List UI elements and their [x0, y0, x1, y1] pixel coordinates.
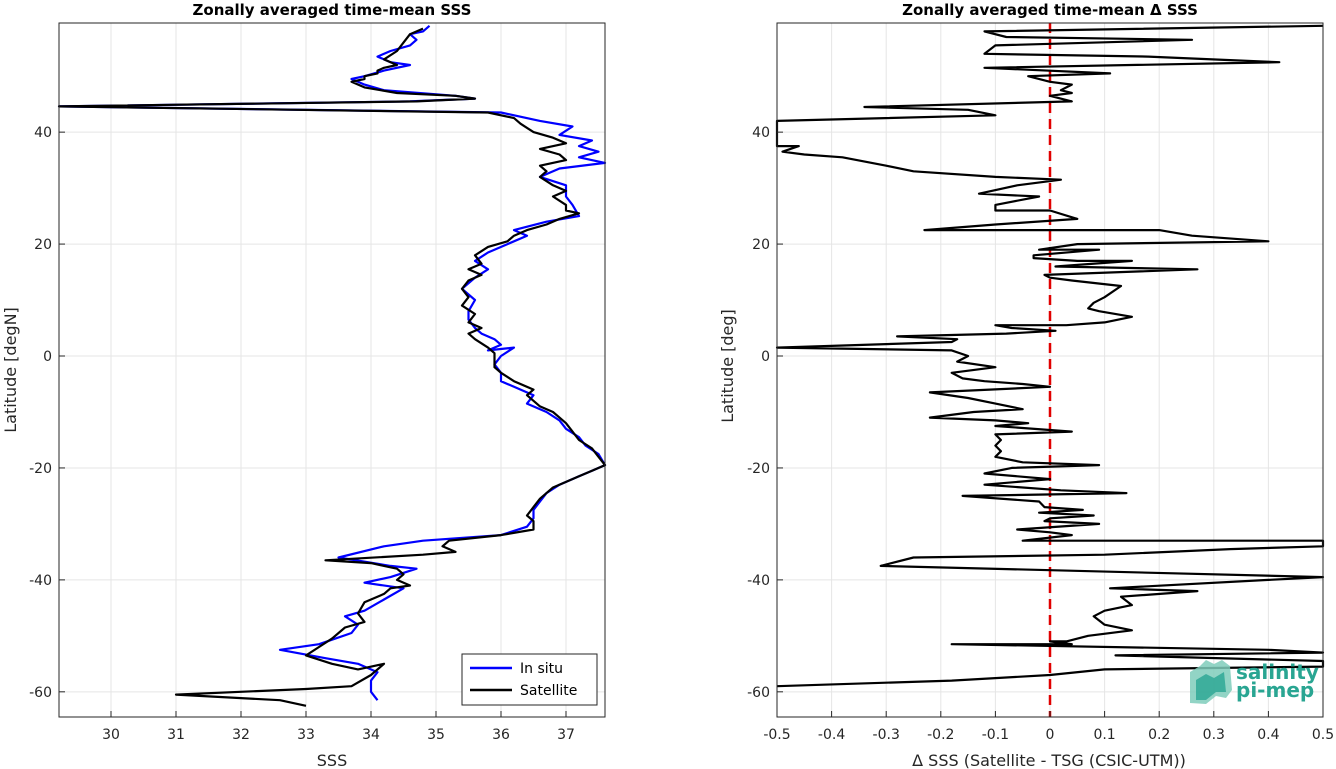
sss-series-line-satellite: [57, 27, 607, 707]
delta-sss-x-tick-label: -0.5: [763, 727, 790, 743]
sss-x-tick-label: 35: [427, 727, 445, 743]
delta-sss-y-tick-label: -60: [747, 685, 770, 701]
delta-sss-grid: [776, 23, 1324, 717]
logo-line2: pi-mep: [1236, 678, 1314, 702]
delta-sss-x-tick-label: 0.1: [1093, 727, 1115, 743]
delta-sss-x-ticks: -0.5 -0.4 -0.3 -0.2 -0.1 0 0.1 0.2 0.3 0.4 0.5: [763, 711, 1334, 743]
sss-x-tick-label: 33: [297, 727, 315, 743]
delta-sss-x-tick-label: 0.3: [1203, 727, 1225, 743]
sss-x-tick-label: 30: [102, 727, 120, 743]
sss-y-tick-label: 20: [34, 237, 52, 253]
delta-sss-x-tick-label: -0.4: [818, 727, 845, 743]
logo-wave-mark-inner: [1196, 672, 1226, 700]
legend-satellite-label: Satellite: [520, 683, 577, 699]
delta-sss-x-tick-label: -0.3: [873, 727, 900, 743]
delta-sss-y-tick-label: 0: [761, 349, 770, 365]
delta-sss-x-tick-label: 0.4: [1257, 727, 1279, 743]
sss-y-axis-label: Latitude [degN]: [1, 307, 20, 433]
sss-y-tick-label: 40: [34, 125, 52, 141]
sss-x-ticks: 30 31 32 33 34 35 36 37: [102, 711, 575, 743]
sss-y-tick-label: -40: [29, 573, 52, 589]
delta-sss-x-tick-label: 0: [1046, 727, 1055, 743]
delta-sss-y-tick-label: 20: [752, 237, 770, 253]
delta-sss-y-tick-label: 40: [752, 125, 770, 141]
logo-line1: salinity: [1236, 660, 1319, 684]
sss-grid: [59, 23, 605, 717]
delta-sss-x-tick-label: -0.2: [927, 727, 954, 743]
sss-x-axis-label: SSS: [317, 751, 347, 769]
sss-chart-title: Zonally averaged time-mean SSS: [193, 1, 472, 19]
sss-legend-box: [461, 653, 598, 706]
sss-legend: In situ Satellite: [461, 653, 598, 706]
delta-sss-y-tick-label: -20: [747, 461, 770, 477]
delta-sss-x-tick-label: -0.1: [982, 727, 1009, 743]
delta-sss-chart-title: Zonally averaged time-mean Δ SSS: [902, 1, 1198, 19]
sss-x-tick-label: 34: [362, 727, 380, 743]
sss-plot-area: [59, 23, 605, 717]
delta-sss-x-axis-label: Δ SSS (Satellite - TSG (CSIC-UTM)): [912, 751, 1186, 769]
delta-sss-chart: -0.5 -0.4 -0.3 -0.2 -0.1 0 0.1 0.2 0.3 0.4 0.5 -60…: [718, 1, 1334, 769]
sss-plot-frame: [58, 22, 606, 718]
sss-x-tick-label: 31: [167, 727, 185, 743]
sss-x-tick-label: 32: [232, 727, 250, 743]
legend-in-situ-label: In situ: [520, 661, 563, 677]
delta-sss-series-line-delta: [775, 24, 1325, 688]
sss-y-ticks: -60 -40 -20 0 20 40: [29, 125, 65, 701]
delta-sss-x-tick-label: 0.2: [1148, 727, 1170, 743]
salinity-pimep-logo: salinity pi-mep: [1190, 660, 1319, 704]
sss-y-tick-label: -20: [29, 461, 52, 477]
sss-chart: 30 31 32 33 34 35 36 37 -60 -40 -20 0 20 40 Zonally …: [1, 1, 607, 769]
sss-x-tick-label: 36: [492, 727, 510, 743]
sss-y-tick-label: -60: [29, 685, 52, 701]
delta-sss-y-ticks: -60 -40 -20 0 20 40: [747, 125, 783, 701]
delta-sss-y-axis-label: Latitude [deg]: [718, 309, 737, 423]
sss-y-tick-label: 0: [43, 349, 52, 365]
delta-sss-y-tick-label: -40: [747, 573, 770, 589]
delta-sss-x-tick-label: 0.5: [1312, 727, 1334, 743]
sss-x-tick-label: 37: [557, 727, 575, 743]
sss-series: [57, 24, 607, 707]
delta-sss-series: [775, 24, 1325, 688]
